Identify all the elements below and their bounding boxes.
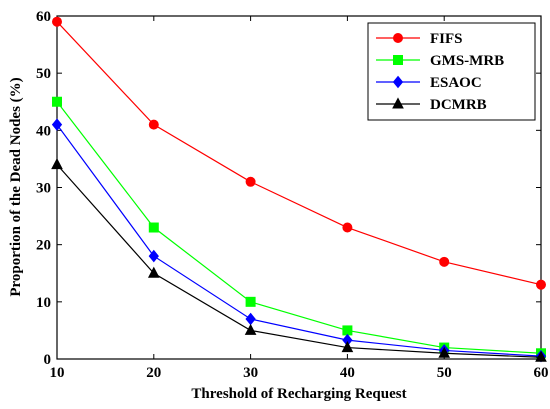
y-tick-label: 50: [36, 66, 51, 82]
data-point: [51, 158, 63, 170]
series-line: [56, 101, 542, 354]
legend-entry: FIFS: [376, 31, 463, 47]
legend-label: DCMRB: [430, 97, 487, 113]
data-point: [536, 279, 546, 290]
legend-marker: [392, 75, 404, 89]
x-tick-label: 40: [340, 365, 355, 381]
legend-entry: ESAOC: [376, 75, 482, 91]
data-point: [438, 346, 451, 358]
data-point: [342, 222, 353, 233]
y-tick-label: 60: [36, 9, 51, 25]
x-tick-label: 60: [534, 365, 549, 381]
series-line: [56, 21, 542, 286]
data-point: [244, 323, 257, 335]
legend-marker: [393, 33, 403, 43]
series-line: [56, 164, 542, 358]
y-axis-label: Proportion of the Dead Nodes (%): [8, 77, 24, 296]
legend-entry: DCMRB: [376, 97, 487, 113]
legend-entry: GMS-MRB: [376, 53, 504, 69]
x-tick-label: 10: [50, 365, 65, 381]
legend-label: ESAOC: [430, 75, 482, 91]
legend-marker: [393, 55, 403, 65]
data-point: [148, 249, 159, 263]
series-fifs: [52, 16, 546, 290]
data-point: [147, 266, 160, 278]
legend-label: GMS-MRB: [430, 53, 504, 69]
legend-label: FIFS: [430, 31, 463, 47]
y-tick-label: 40: [36, 123, 51, 139]
data-point: [52, 16, 62, 27]
y-tick-label: 0: [44, 352, 52, 368]
data-point: [51, 118, 63, 131]
x-tick-label: 20: [146, 365, 161, 381]
data-point: [52, 96, 62, 107]
data-point: [439, 256, 450, 267]
x-tick-label: 50: [437, 365, 452, 381]
data-point: [148, 222, 159, 233]
y-axis: 0 10 20 30 40 50 60: [36, 9, 541, 368]
y-tick-label: 20: [36, 238, 51, 254]
legend-marker: [392, 97, 404, 109]
x-tick-label: 30: [243, 365, 258, 381]
x-axis-label: Threshold of Recharging Request: [191, 386, 406, 402]
y-tick-label: 30: [36, 181, 51, 197]
data-point: [535, 350, 547, 362]
series-group: [51, 16, 547, 363]
data-point: [342, 325, 353, 336]
series-line: [56, 124, 542, 357]
data-point: [341, 340, 354, 353]
data-point: [245, 296, 256, 307]
legend: FIFS GMS-MRB ESAOC DCMRB: [367, 22, 536, 121]
x-axis: 10 20 30 40 50 60: [50, 16, 549, 381]
y-tick-label: 10: [36, 295, 51, 311]
data-point: [245, 176, 256, 187]
series-dcmrb: [51, 158, 547, 362]
data-point: [148, 119, 159, 130]
